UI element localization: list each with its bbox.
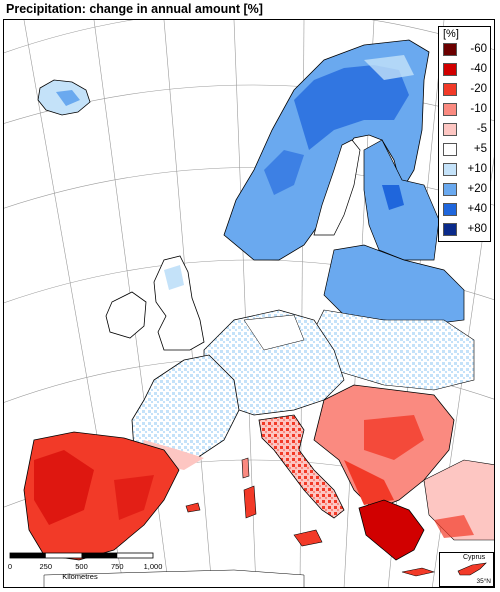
scale-bar: 0 250 500 750 1,000 Kilometres [7,548,162,581]
legend: [%] -60 -40 -20 -10 -5 +5 +10 +20 +40 +8… [438,26,491,242]
sicily [293,529,323,547]
scale-tick: 0 [7,562,13,571]
legend-swatch [443,63,457,76]
legend-item: -60 [443,41,491,59]
legend-label: -5 [476,123,487,135]
ireland [105,291,147,339]
legend-unit: [%] [443,28,459,40]
legend-swatch [443,143,457,156]
legend-swatch [443,203,457,216]
corsica [241,457,250,479]
legend-swatch [443,123,457,136]
europe-map [4,20,494,587]
scale-unit: Kilometres [62,572,98,581]
legend-item: -20 [443,81,491,99]
legend-item: +40 [443,201,491,219]
legend-item: -40 [443,61,491,79]
legend-item: +80 [443,221,491,239]
legend-label: -40 [470,63,487,75]
sardinia [243,485,257,519]
inset-latitude: 35°N [476,578,491,585]
crete [401,567,436,577]
legend-label: +5 [473,143,487,155]
scale-tick: 1,000 [143,562,163,571]
legend-swatch [443,43,457,56]
legend-swatch [443,163,457,176]
scale-bar-graphic [9,552,154,559]
inset-label: Cyprus [463,554,486,561]
legend-item: -5 [443,121,491,139]
cyprus-inset: Cyprus 35°N [439,552,494,587]
greece [358,499,425,561]
legend-label: +10 [467,163,487,175]
map-title: Precipitation: change in annual amount [… [6,2,263,16]
scale-tick: 250 [39,562,53,571]
scale-tick: 750 [110,562,124,571]
legend-label: +20 [467,183,487,195]
legend-label: -60 [470,43,487,55]
legend-item: +20 [443,181,491,199]
legend-swatch [443,103,457,116]
cyprus-shape [457,562,487,576]
legend-label: +40 [467,203,487,215]
legend-swatch [443,183,457,196]
legend-swatch [443,223,457,236]
legend-label: +80 [467,223,487,235]
italy [258,414,345,519]
scale-tick: 500 [75,562,88,571]
legend-label: -10 [470,103,487,115]
legend-item: +5 [443,141,491,159]
legend-swatch [443,83,457,96]
balearic [185,502,201,513]
legend-item: -10 [443,101,491,119]
map-frame [3,19,495,588]
legend-label: -20 [470,83,487,95]
legend-item: +10 [443,161,491,179]
